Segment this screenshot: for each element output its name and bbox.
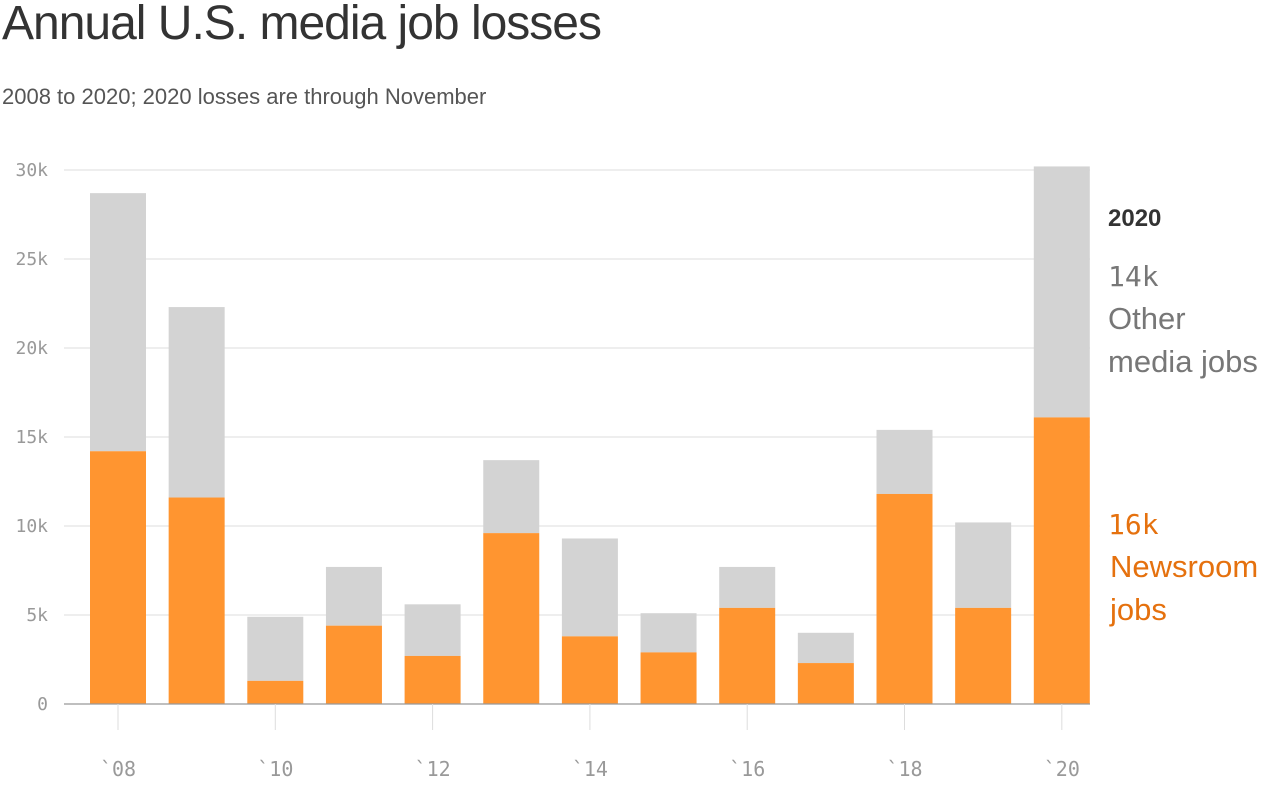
bar-other-media-2017 [797, 632, 854, 664]
bar-newsroom-2011 [325, 625, 382, 704]
bar-newsroom-2009 [168, 497, 225, 704]
y-tick-label: 25k [15, 249, 48, 270]
bar-other-media-2009 [168, 307, 225, 498]
bar-newsroom-2020 [1033, 417, 1090, 704]
bar-other-media-2014 [561, 538, 618, 637]
annotation-2020: 2020 14k Other media jobs 16k Newsroom j… [1108, 205, 1258, 627]
annotation-newsroom-value: 16k [1108, 508, 1159, 541]
bar-newsroom-2018 [876, 493, 933, 704]
bar-other-media-2012 [404, 604, 461, 656]
bar-other-media-2015 [640, 613, 697, 653]
annotation-year: 2020 [1108, 205, 1161, 232]
bar-other-media-2016 [719, 566, 776, 608]
bar-other-media-2018 [876, 429, 933, 494]
x-tick-label: `08 [100, 757, 136, 781]
bars [90, 166, 1090, 704]
axes: 0 5k 10k 15k 20k 25k 30k `08 `10 `12 `14 `16 `18 `20 [15, 160, 1090, 781]
bar-newsroom-2008 [90, 451, 146, 704]
bar-newsroom-2019 [955, 607, 1012, 704]
x-tick-label: `18 [886, 757, 922, 781]
x-tick-label: `20 [1044, 757, 1080, 781]
bar-newsroom-2015 [640, 652, 697, 704]
bar-newsroom-2013 [483, 533, 540, 704]
x-tick-label: `12 [415, 757, 451, 781]
x-tick-label: `14 [572, 757, 608, 781]
bar-newsroom-2016 [719, 607, 776, 704]
bar-newsroom-2010 [247, 680, 304, 704]
x-tick-label: `10 [257, 757, 293, 781]
bar-other-media-2019 [955, 522, 1012, 608]
x-tick-label: `16 [729, 757, 765, 781]
bar-newsroom-2012 [404, 655, 461, 704]
bar-other-media-2013 [483, 460, 540, 534]
bar-newsroom-2017 [797, 663, 854, 704]
y-tick-label: 30k [15, 160, 48, 181]
bar-other-media-2011 [325, 566, 382, 626]
annotation-other-label-line2: media jobs [1108, 344, 1258, 379]
bar-other-media-2020 [1033, 166, 1090, 418]
annotation-newsroom-label-line1: Newsroom [1110, 549, 1258, 584]
bar-other-media-2008 [90, 193, 146, 452]
chart-title: Annual U.S. media job losses [2, 0, 602, 50]
annotation-other-value: 14k [1108, 260, 1159, 293]
y-tick-label: 15k [15, 427, 48, 448]
y-tick-label: 0 [37, 694, 48, 715]
y-tick-label: 5k [26, 605, 48, 626]
bar-other-media-2010 [247, 616, 304, 681]
annotation-newsroom-label-line2: jobs [1109, 592, 1167, 627]
chart-subtitle: 2008 to 2020; 2020 losses are through No… [2, 84, 487, 109]
bar-newsroom-2014 [561, 636, 618, 704]
y-tick-label: 10k [15, 516, 48, 537]
annotation-other-label-line1: Other [1108, 301, 1186, 336]
y-tick-label: 20k [15, 338, 48, 359]
